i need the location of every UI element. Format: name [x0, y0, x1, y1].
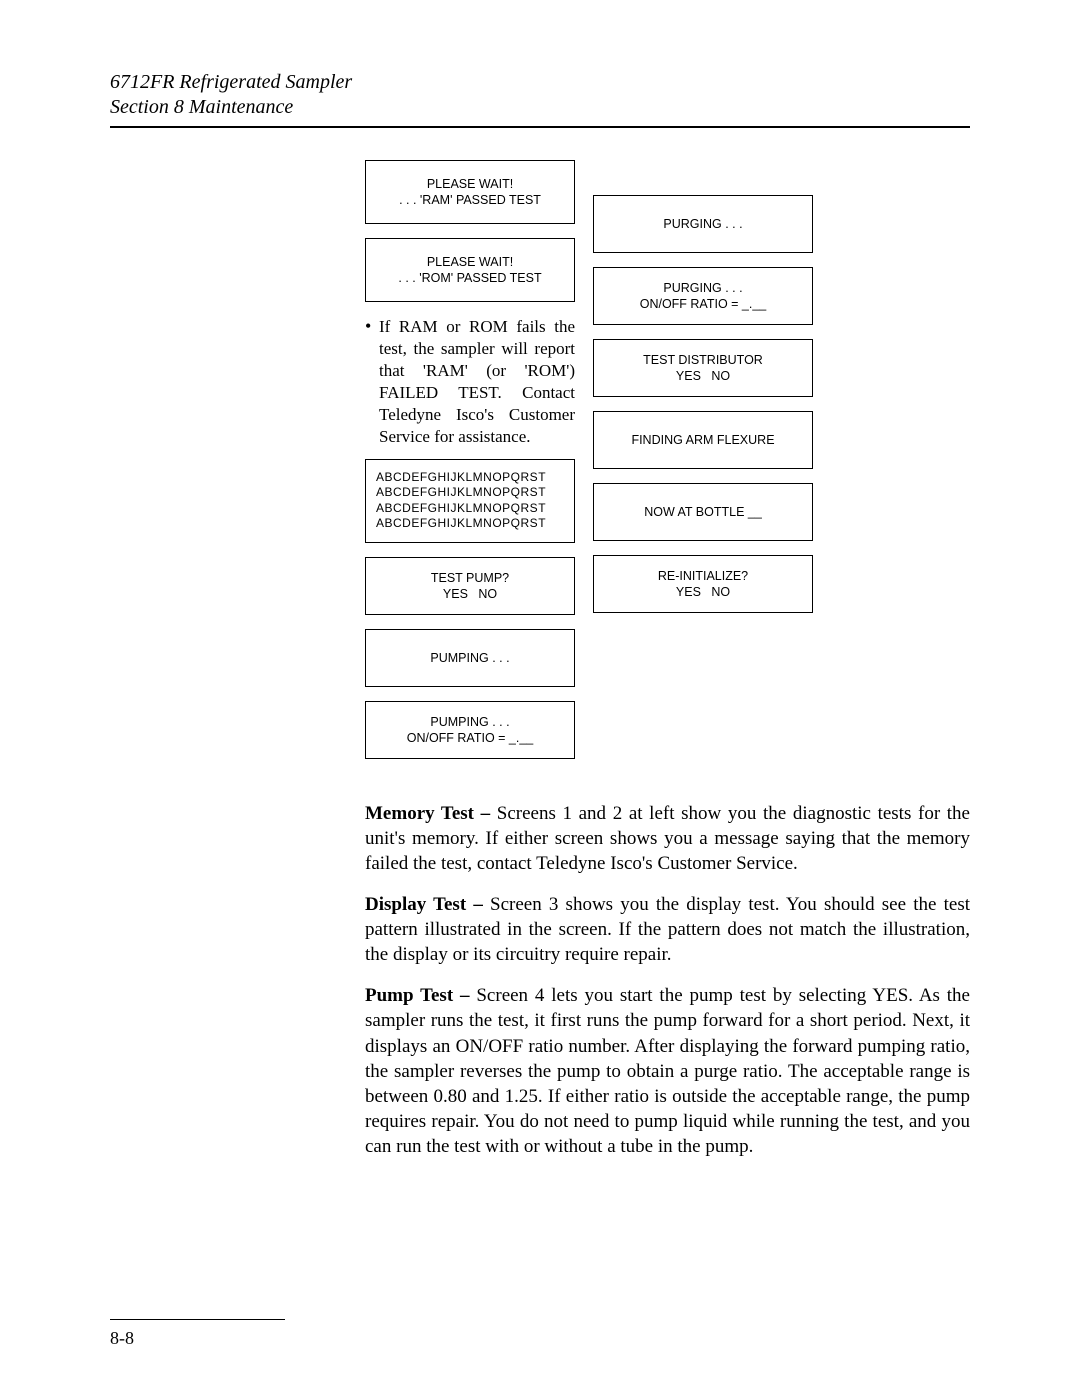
screen-line: ON/OFF RATIO = _.__ — [407, 730, 534, 746]
screen-line: PURGING . . . — [663, 216, 742, 232]
screen-line: PURGING . . . — [663, 280, 742, 296]
screen-pumping-ratio: PUMPING . . . ON/OFF RATIO = _.__ — [365, 701, 575, 759]
header-section: Section 8 Maintenance — [110, 96, 293, 118]
screen-test-distributor: TEST DISTRIBUTOR YES NO — [593, 339, 813, 397]
para-label: Pump Test – — [365, 985, 470, 1006]
paragraph-pump-test: Pump Test – Screen 4 lets you start the … — [365, 983, 970, 1159]
screens-area: PLEASE WAIT! . . . 'RAM' PASSED TEST PLE… — [365, 160, 970, 773]
screen-purging: PURGING . . . — [593, 195, 813, 253]
page-footer: 8-8 — [110, 1319, 970, 1349]
paragraph-display-test: Display Test – Screen 3 shows you the di… — [365, 892, 970, 967]
para-label: Display Test – — [365, 894, 483, 915]
screen-reinitialize: RE-INITIALIZE? YES NO — [593, 555, 813, 613]
screen-display-pattern: ABCDEFGHIJKLMNOPQRST ABCDEFGHIJKLMNOPQRS… — [365, 459, 575, 543]
header-product: 6712FR Refrigerated Sampler — [110, 70, 970, 95]
screen-line: NOW AT BOTTLE __ — [644, 504, 762, 520]
bullet-note: • If RAM or ROM fails the test, the samp… — [365, 316, 575, 449]
screen-test-pump: TEST PUMP? YES NO — [365, 557, 575, 615]
screen-purging-ratio: PURGING . . . ON/OFF RATIO = _.__ — [593, 267, 813, 325]
paragraph-memory-test: Memory Test – Screens 1 and 2 at left sh… — [365, 801, 970, 876]
screen-line: RE-INITIALIZE? — [658, 568, 748, 584]
screen-line: PLEASE WAIT! — [427, 254, 513, 270]
para-text: Screen 4 lets you start the pump test by… — [365, 985, 970, 1156]
bullet-text: If RAM or ROM fails the test, the sample… — [379, 316, 575, 449]
screen-line: TEST DISTRIBUTOR — [643, 352, 763, 368]
pattern-line: ABCDEFGHIJKLMNOPQRST — [376, 485, 546, 501]
screen-line: PUMPING . . . — [430, 650, 509, 666]
screen-line: YES NO — [443, 586, 497, 602]
screen-line: . . . 'ROM' PASSED TEST — [398, 270, 541, 286]
screen-rom-test: PLEASE WAIT! . . . 'ROM' PASSED TEST — [365, 238, 575, 302]
page-number: 8-8 — [110, 1328, 970, 1349]
screen-ram-test: PLEASE WAIT! . . . 'RAM' PASSED TEST — [365, 160, 575, 224]
page-header: 6712FR Refrigerated Sampler Section 8 Ma… — [110, 70, 970, 128]
screen-finding-arm: FINDING ARM FLEXURE — [593, 411, 813, 469]
screen-line: PLEASE WAIT! — [427, 176, 513, 192]
screen-line: . . . 'RAM' PASSED TEST — [399, 192, 541, 208]
screen-now-at-bottle: NOW AT BOTTLE __ — [593, 483, 813, 541]
screen-line: YES NO — [676, 584, 730, 600]
para-label: Memory Test – — [365, 803, 490, 824]
left-column: PLEASE WAIT! . . . 'RAM' PASSED TEST PLE… — [365, 160, 575, 773]
body-text: Memory Test – Screens 1 and 2 at left sh… — [365, 801, 970, 1159]
screen-line: TEST PUMP? — [431, 570, 509, 586]
bullet-icon: • — [365, 316, 379, 449]
screen-line: ON/OFF RATIO = _.__ — [640, 296, 767, 312]
screen-line: FINDING ARM FLEXURE — [631, 432, 774, 448]
screen-line: YES NO — [676, 368, 730, 384]
screen-line: PUMPING . . . — [430, 714, 509, 730]
screen-pumping: PUMPING . . . — [365, 629, 575, 687]
page: 6712FR Refrigerated Sampler Section 8 Ma… — [0, 0, 1080, 1397]
pattern-line: ABCDEFGHIJKLMNOPQRST — [376, 516, 546, 532]
footer-rule — [110, 1319, 285, 1320]
right-column: PURGING . . . PURGING . . . ON/OFF RATIO… — [593, 195, 813, 773]
pattern-line: ABCDEFGHIJKLMNOPQRST — [376, 470, 546, 486]
pattern-line: ABCDEFGHIJKLMNOPQRST — [376, 501, 546, 517]
